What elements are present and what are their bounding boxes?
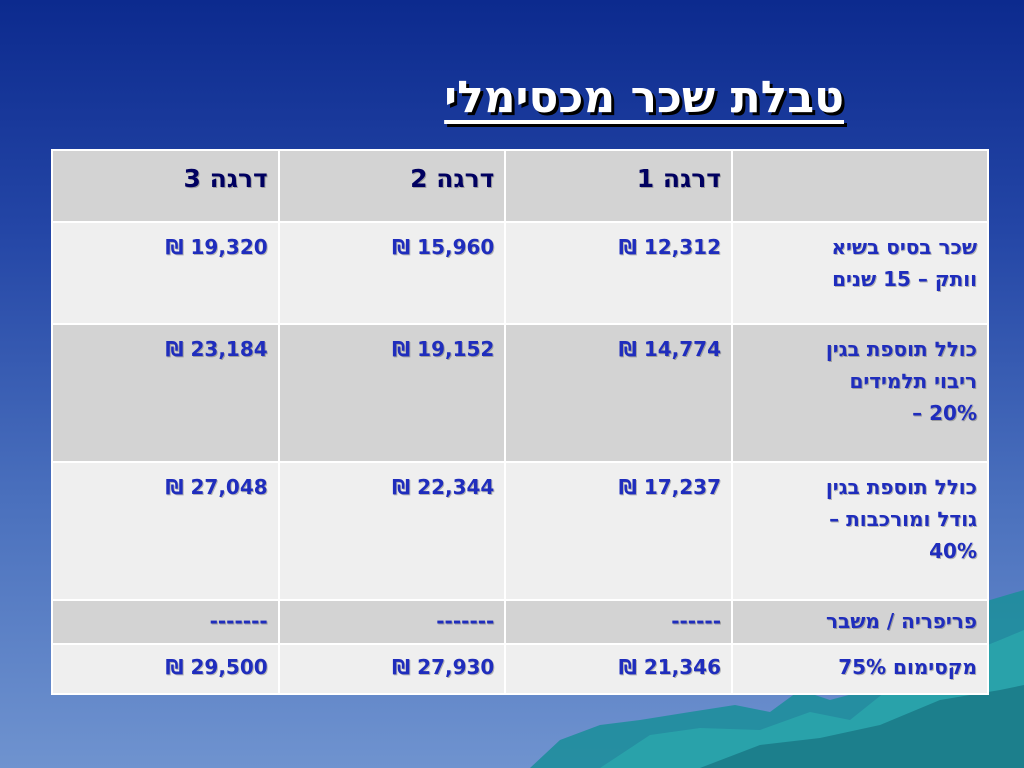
value-cell: 21,346 ₪	[504, 643, 733, 695]
table-row: פריפריה / משבר ------ ------- -------	[51, 599, 989, 645]
value-cell: -------	[51, 599, 280, 645]
row-label-line: מקסימום 75%	[838, 655, 977, 679]
header-cell-level-1: דרגה 1	[504, 149, 733, 223]
value-cell: 15,960 ₪	[277, 221, 507, 325]
value-cell: ------	[504, 599, 733, 645]
table-row: שכר בסיס בשיא וותק – 15 שנים 12,312 ₪ 15…	[51, 221, 989, 325]
slide-title: טבלת שכר מכסימלי	[444, 72, 844, 123]
row-label: כולל תוספת בגין ריבוי תלמידים 20% –	[731, 323, 989, 463]
row-label-line: 20% –	[912, 401, 977, 425]
row-label: שכר בסיס בשיא וותק – 15 שנים	[731, 221, 989, 325]
table-row: כולל תוספת בגין גודל ומורכבות – 40% 17,2…	[51, 461, 989, 601]
row-label-line: שכר בסיס בשיא	[831, 235, 977, 259]
value-cell: 22,344 ₪	[277, 461, 507, 601]
value-cell: 14,774 ₪	[504, 323, 733, 463]
value-cell: 27,048 ₪	[51, 461, 280, 601]
row-label-line: וותק – 15 שנים	[832, 267, 977, 291]
row-label-line: כולל תוספת בגין	[825, 475, 977, 499]
table-row: כולל תוספת בגין ריבוי תלמידים 20% – 14,7…	[51, 323, 989, 463]
salary-table: דרגה 1 דרגה 2 דרגה 3 שכר בסיס בשיא וותק …	[51, 149, 989, 695]
value-cell: 12,312 ₪	[504, 221, 733, 325]
header-cell-level-2: דרגה 2	[277, 149, 507, 223]
row-label-line: פריפריה / משבר	[825, 609, 977, 633]
header-cell-level-3: דרגה 3	[51, 149, 280, 223]
value-cell: 17,237 ₪	[504, 461, 733, 601]
value-cell: 19,320 ₪	[51, 221, 280, 325]
row-label-line: ריבוי תלמידים	[849, 369, 977, 393]
value-cell: 29,500 ₪	[51, 643, 280, 695]
row-label-line: כולל תוספת בגין	[825, 337, 977, 361]
header-cell-empty	[731, 149, 989, 223]
value-cell: 19,152 ₪	[277, 323, 507, 463]
table-row: מקסימום 75% 21,346 ₪ 27,930 ₪ 29,500 ₪	[51, 643, 989, 695]
value-cell: 23,184 ₪	[51, 323, 280, 463]
row-label: פריפריה / משבר	[731, 599, 989, 645]
table-header-row: דרגה 1 דרגה 2 דרגה 3	[51, 149, 989, 223]
value-cell: 27,930 ₪	[277, 643, 507, 695]
row-label-line: גודל ומורכבות –	[829, 507, 977, 531]
row-label: כולל תוספת בגין גודל ומורכבות – 40%	[731, 461, 989, 601]
value-cell: -------	[277, 599, 507, 645]
row-label-line: 40%	[929, 539, 977, 563]
row-label: מקסימום 75%	[731, 643, 989, 695]
